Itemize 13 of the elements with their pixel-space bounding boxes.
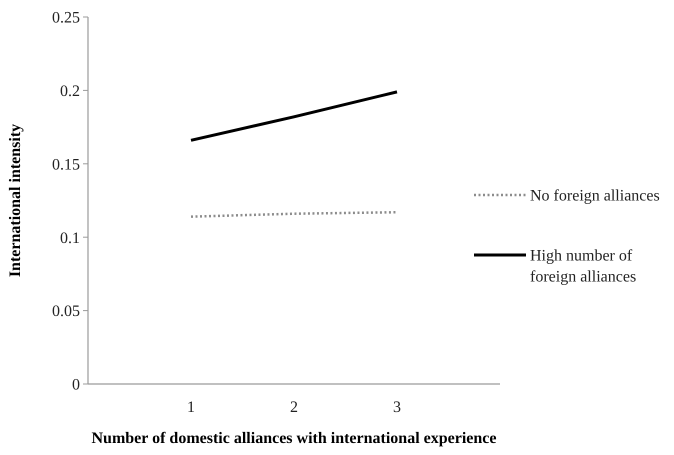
x-tick-label: 1 — [187, 399, 195, 416]
x-tick-label: 2 — [290, 399, 298, 416]
x-tick-label: 3 — [393, 399, 401, 416]
legend-label: No foreign alliances — [530, 188, 660, 205]
legend-label: High number of foreign alliances — [530, 248, 636, 286]
y-tick-label: 0.15 — [52, 156, 80, 174]
x-axis-title: Number of domestic alliances with international experience — [92, 430, 496, 447]
y-tick-label: 0.2 — [60, 83, 80, 100]
y-tick-label: 0.05 — [52, 303, 80, 320]
y-tick-label: 0 — [72, 376, 80, 394]
y-axis-title: International intensity — [7, 124, 24, 278]
y-tick-label: 0.1 — [60, 230, 80, 247]
y-tick-label: 0.25 — [52, 10, 80, 27]
